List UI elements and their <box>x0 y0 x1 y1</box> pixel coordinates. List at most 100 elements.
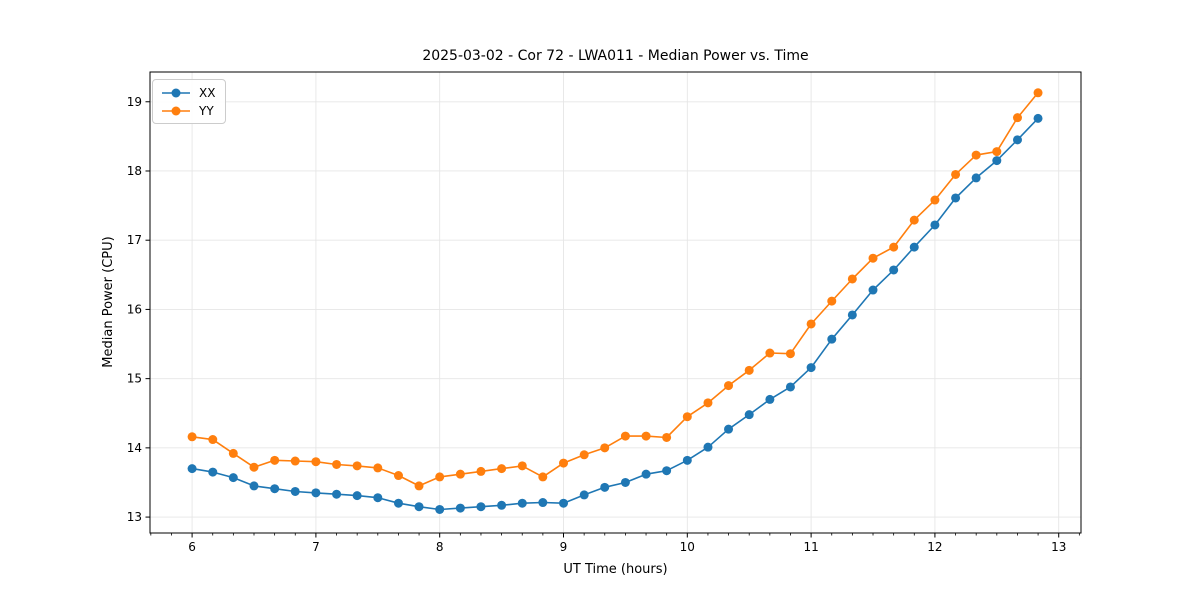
data-point-yy <box>373 463 383 473</box>
data-point-yy <box>311 457 321 467</box>
data-point-yy <box>785 349 795 359</box>
x-tick-label: 9 <box>560 540 568 554</box>
data-point-xx <box>909 242 919 252</box>
data-point-xx <box>806 363 816 373</box>
data-point-yy <box>270 455 280 465</box>
data-point-xx <box>868 285 878 295</box>
data-point-yy <box>847 274 857 284</box>
data-point-xx <box>951 193 961 203</box>
data-point-xx <box>744 410 754 420</box>
data-point-yy <box>538 472 548 482</box>
data-point-xx <box>1012 135 1022 145</box>
legend-line-marker-yy-icon <box>162 106 190 115</box>
data-point-yy <box>641 431 651 441</box>
data-point-yy <box>187 432 197 442</box>
data-point-xx <box>290 486 300 496</box>
series-line-xx <box>191 117 1039 511</box>
data-point-xx <box>600 482 610 492</box>
data-point-xx <box>497 500 507 510</box>
data-point-xx <box>249 481 259 491</box>
data-point-yy <box>889 242 899 252</box>
y-tick-label: 14 <box>127 441 142 455</box>
y-tick-label: 15 <box>127 372 142 386</box>
data-point-yy <box>414 481 424 491</box>
data-point-yy <box>579 450 589 460</box>
data-point-yy <box>332 459 342 469</box>
legend-label-xx: XX <box>199 85 216 100</box>
data-point-xx <box>930 220 940 230</box>
data-point-yy <box>951 169 961 179</box>
data-point-xx <box>724 424 734 434</box>
data-point-xx <box>682 455 692 465</box>
data-point-yy <box>208 435 218 445</box>
data-point-xx <box>311 488 321 498</box>
y-tick-label: 19 <box>127 95 142 109</box>
data-point-xx <box>847 310 857 320</box>
axes-spines <box>149 71 1082 534</box>
data-point-xx <box>538 498 548 508</box>
data-point-xx <box>889 265 899 275</box>
y-tick-label: 17 <box>127 233 142 247</box>
data-point-xx <box>992 156 1002 166</box>
data-point-yy <box>620 431 630 441</box>
data-point-xx <box>270 484 280 494</box>
x-tick-label: 7 <box>312 540 320 554</box>
data-point-xx <box>228 473 238 483</box>
data-point-yy <box>497 464 507 474</box>
data-point-xx <box>662 466 672 476</box>
y-tick-label: 13 <box>127 510 142 524</box>
data-point-xx <box>620 477 630 487</box>
data-point-xx <box>435 504 445 514</box>
legend-label-yy: YY <box>199 103 214 118</box>
x-axis-label: UT Time (hours) <box>563 562 668 577</box>
y-tick-label: 16 <box>127 302 142 316</box>
data-point-yy <box>435 472 445 482</box>
data-point-yy <box>1012 113 1022 123</box>
data-point-xx <box>641 469 651 479</box>
x-tick-label: 6 <box>188 540 196 554</box>
data-point-xx <box>187 464 197 474</box>
data-point-xx <box>517 498 527 508</box>
legend-item-yy: YY <box>161 103 215 118</box>
data-point-yy <box>909 215 919 225</box>
data-point-xx <box>476 502 486 512</box>
data-point-xx <box>971 173 981 183</box>
data-point-xx <box>352 491 362 501</box>
data-point-yy <box>476 466 486 476</box>
x-tick-label: 13 <box>1051 540 1066 554</box>
legend-item-xx: XX <box>161 85 215 100</box>
data-point-yy <box>1033 88 1043 98</box>
data-point-yy <box>744 365 754 375</box>
y-tick-label: 18 <box>127 164 142 178</box>
legend: XX YY <box>152 79 227 124</box>
data-point-yy <box>724 381 734 391</box>
x-tick-label: 10 <box>680 540 695 554</box>
data-point-yy <box>868 253 878 263</box>
legend-line-marker-xx-icon <box>162 88 190 97</box>
data-point-yy <box>662 432 672 442</box>
data-point-xx <box>208 467 218 477</box>
chart-title: 2025-03-02 - Cor 72 - LWA011 - Median Po… <box>422 48 809 64</box>
data-point-xx <box>414 502 424 512</box>
data-point-yy <box>703 398 713 408</box>
x-tick-label: 11 <box>803 540 818 554</box>
data-point-yy <box>352 461 362 471</box>
data-point-yy <box>827 296 837 306</box>
data-point-yy <box>249 462 259 472</box>
data-point-yy <box>600 443 610 453</box>
series-line-yy <box>191 92 1039 487</box>
x-tick-label: 8 <box>436 540 444 554</box>
data-point-yy <box>559 458 569 468</box>
data-point-xx <box>455 503 465 513</box>
data-point-xx <box>332 489 342 499</box>
data-point-yy <box>971 150 981 160</box>
data-point-xx <box>579 490 589 500</box>
data-point-yy <box>290 456 300 466</box>
data-point-xx <box>1033 113 1043 123</box>
data-point-xx <box>827 334 837 344</box>
data-point-yy <box>228 448 238 458</box>
data-point-yy <box>765 348 775 358</box>
data-point-yy <box>455 469 465 479</box>
